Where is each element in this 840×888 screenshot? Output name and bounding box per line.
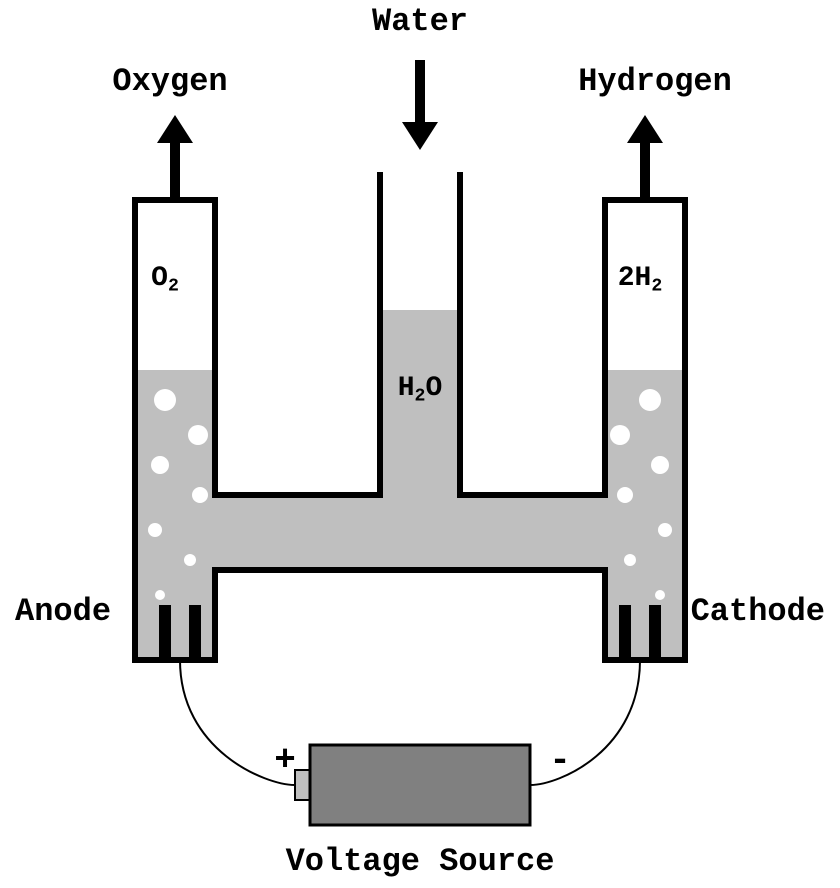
electrode-anode2 xyxy=(189,605,201,660)
arrow-water-icon xyxy=(402,60,438,150)
electrode-anode xyxy=(159,605,171,660)
label-hydrogen: Hydrogen xyxy=(578,63,732,100)
arrow-hydrogen-icon xyxy=(627,115,663,200)
label-cathode: Cathode xyxy=(691,593,825,630)
wire-cathode xyxy=(530,660,640,785)
label-twoh2: 2H2 xyxy=(618,263,663,297)
electrode-cathode xyxy=(619,605,631,660)
label-plus: + xyxy=(274,740,296,781)
battery-body xyxy=(310,745,530,825)
label-oxygen: Oxygen xyxy=(112,63,227,100)
label-voltage_source: Voltage Source xyxy=(286,843,555,880)
electrode-cathode2 xyxy=(649,605,661,660)
arrow-oxygen-icon xyxy=(157,115,193,200)
label-o2: O2 xyxy=(151,263,179,297)
label-water: Water xyxy=(372,3,468,40)
label-minus: - xyxy=(549,740,571,781)
battery-tip xyxy=(295,770,310,800)
electrolysis-diagram: WaterOxygenHydrogenO22H2H2OAnodeCathode+… xyxy=(0,0,840,888)
label-anode: Anode xyxy=(15,593,111,630)
